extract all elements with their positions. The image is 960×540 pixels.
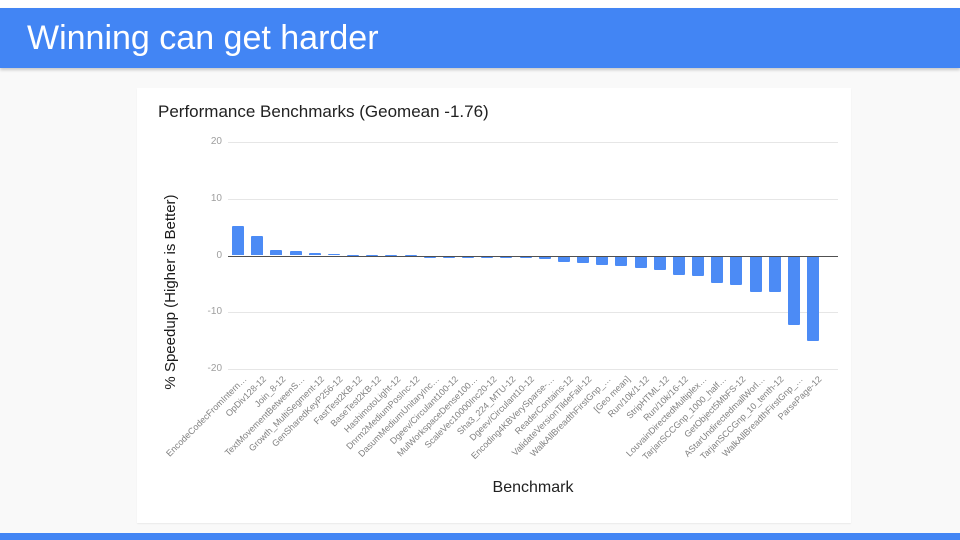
chart-title: Performance Benchmarks (Geomean -1.76) [158, 102, 489, 121]
gridline [228, 198, 838, 200]
bar [768, 256, 781, 293]
top-strip [0, 0, 960, 8]
bar [500, 256, 513, 259]
x-axis-line [228, 255, 838, 257]
bar [615, 256, 628, 267]
bar [481, 256, 494, 258]
slide-title: Winning can get harder [27, 19, 379, 57]
bar [289, 251, 302, 256]
plot-area: 20 10 0 -10 -20 EncodeCodecFromIntern… OpDiv12… [137, 88, 851, 523]
x-axis-title: Benchmark [492, 479, 574, 496]
bar [577, 256, 589, 264]
bar [423, 256, 436, 257]
bar [251, 236, 264, 256]
bar [787, 256, 800, 325]
bar [366, 255, 379, 256]
bar [308, 253, 321, 256]
bar [692, 256, 704, 276]
bar [634, 256, 647, 269]
bar [672, 256, 685, 275]
bar [596, 256, 609, 265]
bar [711, 256, 724, 284]
bar [270, 249, 283, 256]
bar [442, 256, 455, 257]
bar [730, 256, 743, 285]
bar [232, 226, 244, 256]
y-tick-label: -10 [207, 306, 222, 318]
bar [385, 255, 398, 256]
bottom-accent-bar [0, 533, 960, 540]
bar [538, 256, 551, 260]
gridline [228, 368, 838, 370]
chart-card: Performance Benchmarks (Geomean -1.76) %… [137, 88, 851, 523]
bar [557, 256, 570, 262]
y-tick-label: 10 [210, 192, 222, 204]
y-tick-label: -20 [207, 362, 222, 374]
slide-header: Winning can get harder [0, 8, 960, 68]
bar [519, 256, 532, 259]
bar [653, 256, 666, 271]
gridline [228, 142, 838, 144]
bar [404, 255, 417, 256]
bar [749, 256, 762, 292]
bar [347, 254, 359, 256]
gridline [228, 312, 838, 314]
y-tick-label: 0 [216, 249, 222, 261]
y-tick-label: 20 [210, 136, 222, 148]
bar [327, 254, 340, 256]
bar [462, 256, 474, 258]
bar [807, 256, 819, 342]
